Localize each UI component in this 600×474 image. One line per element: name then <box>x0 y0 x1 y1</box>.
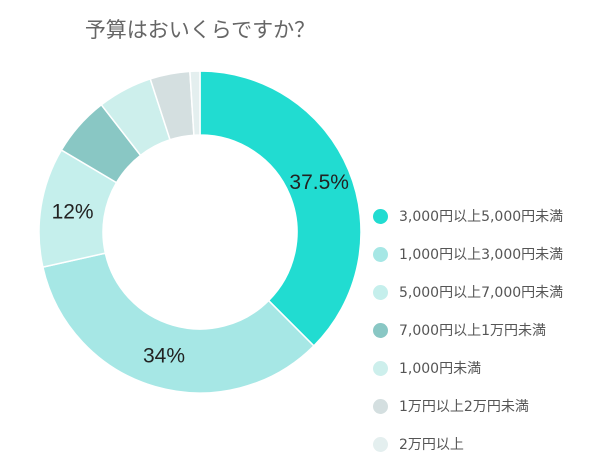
legend-swatch-4 <box>373 360 388 376</box>
legend-item-4: 1,000円未満 <box>373 349 563 387</box>
legend-item-1: 1,000円以上3,000円未満 <box>373 235 563 273</box>
legend-item-5: 1万円以上2万円未満 <box>373 387 563 425</box>
slice-label-1: 34% <box>143 344 185 367</box>
donut-chart: 37.5% 34% 12% <box>38 70 362 394</box>
slice-1 <box>41 252 315 394</box>
slice-6 <box>189 70 201 136</box>
legend-label-6: 2万円以上 <box>399 437 464 453</box>
legend-item-3: 7,000円以上1万円未満 <box>373 311 563 349</box>
chart-title: 予算はおいくらですか？ <box>84 18 316 42</box>
legend-swatch-2 <box>373 284 388 300</box>
legend-item-2: 5,000円以上7,000円未満 <box>373 273 563 311</box>
legend-label-5: 1万円以上2万円未満 <box>399 399 529 415</box>
legend-swatch-1 <box>373 246 388 262</box>
legend-swatch-6 <box>373 436 388 452</box>
legend: 3,000円以上5,000円未満 1,000円以上3,000円未満 5,000円以上… <box>373 197 563 463</box>
legend-label-2: 5,000円以上7,000円未満 <box>399 285 564 301</box>
legend-swatch-3 <box>373 322 388 338</box>
slice-0 <box>199 70 362 347</box>
legend-item-6: 2万円以上 <box>373 425 563 463</box>
legend-label-3: 7,000円以上1万円未満 <box>399 323 546 339</box>
legend-swatch-5 <box>373 398 388 414</box>
legend-item-0: 3,000円以上5,000円未満 <box>373 197 563 235</box>
slice-label-2: 12% <box>52 200 94 223</box>
legend-label-0: 3,000円以上5,000円未満 <box>399 209 564 225</box>
legend-swatch-0 <box>373 208 388 224</box>
slice-label-0: 37.5% <box>289 171 349 194</box>
legend-label-4: 1,000円未満 <box>399 361 482 377</box>
legend-label-1: 1,000円以上3,000円未満 <box>399 247 564 263</box>
